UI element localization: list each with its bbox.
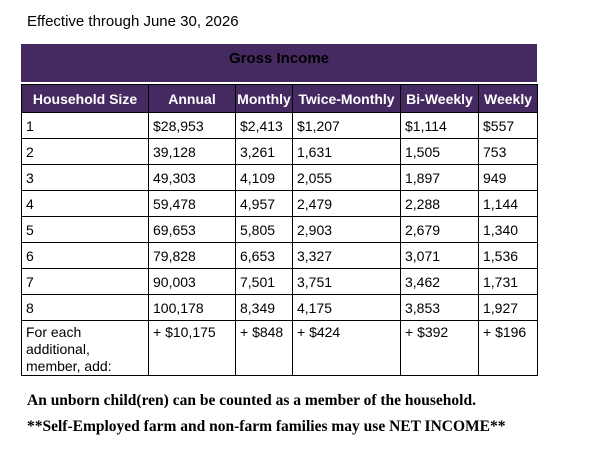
table-row: 3 49,303 4,109 2,055 1,897 949 [21, 164, 538, 191]
table-cell: + $196 [478, 320, 538, 376]
table-row: 7 90,003 7,501 3,751 3,462 1,731 [21, 268, 538, 295]
table-cell: 2,679 [400, 216, 479, 243]
table-row: 4 59,478 4,957 2,479 2,288 1,144 [21, 190, 538, 217]
table-row: 1 $28,953 $2,413 $1,207 $1,114 $557 [21, 112, 538, 139]
table-cell: 4,175 [292, 294, 401, 321]
table-cell: 1,631 [292, 138, 401, 165]
table-cell: + $10,175 [148, 320, 236, 376]
table-cell: 59,478 [148, 190, 236, 217]
table-cell: 7,501 [235, 268, 293, 295]
table-cell: 1,144 [478, 190, 538, 217]
table-cell: 8 [21, 294, 149, 321]
table-cell: $557 [478, 112, 538, 139]
table-cell: 4,109 [235, 164, 293, 191]
table-cell: $1,207 [292, 112, 401, 139]
table-cell: 2,903 [292, 216, 401, 243]
table-cell: 39,128 [148, 138, 236, 165]
table-cell: 90,003 [148, 268, 236, 295]
column-header: Monthly [235, 84, 293, 113]
table-cell: 3,462 [400, 268, 479, 295]
gross-income-table: Household Size Annual Monthly Twice-Monthly… [21, 84, 538, 376]
table-row: 6 79,828 6,653 3,327 3,071 1,536 [21, 242, 538, 269]
table-cell: 3,751 [292, 268, 401, 295]
table-cell: 1,731 [478, 268, 538, 295]
table-cell: 2,479 [292, 190, 401, 217]
table-cell: 100,178 [148, 294, 236, 321]
column-header: Annual [148, 84, 236, 113]
table-cell: 1 [21, 112, 149, 139]
table-cell: + $848 [235, 320, 293, 376]
table-cell: 5,805 [235, 216, 293, 243]
gross-income-banner: Gross Income [21, 44, 537, 82]
table-cell: 1,897 [400, 164, 479, 191]
table-cell: 8,349 [235, 294, 293, 321]
table-cell: 5 [21, 216, 149, 243]
table-cell: $2,413 [235, 112, 293, 139]
table-cell: 6,653 [235, 242, 293, 269]
table-row: For each additional, member, add: + $10,1… [21, 320, 538, 376]
table-cell: 3 [21, 164, 149, 191]
table-cell: 1,927 [478, 294, 538, 321]
table-cell: $28,953 [148, 112, 236, 139]
column-header: Weekly [478, 84, 538, 113]
table-row: 8 100,178 8,349 4,175 3,853 1,927 [21, 294, 538, 321]
table-cell: + $392 [400, 320, 479, 376]
column-header: Bi-Weekly [400, 84, 479, 113]
table-cell: 6 [21, 242, 149, 269]
table-cell: 4 [21, 190, 149, 217]
table-cell: 2,055 [292, 164, 401, 191]
table-cell: 4,957 [235, 190, 293, 217]
table-cell: 3,853 [400, 294, 479, 321]
table-header: Household Size Annual Monthly Twice-Monthly… [21, 84, 538, 113]
table-cell: $1,114 [400, 112, 479, 139]
table-cell: 1,536 [478, 242, 538, 269]
table-cell: 49,303 [148, 164, 236, 191]
table-cell: 7 [21, 268, 149, 295]
table-cell: 3,261 [235, 138, 293, 165]
table-cell: 753 [478, 138, 538, 165]
self-employed-note: **Self-Employed farm and non-farm famili… [27, 418, 506, 435]
column-header: Household Size [21, 84, 149, 113]
table-row: 5 69,653 5,805 2,903 2,679 1,340 [21, 216, 538, 243]
effective-date-title: Effective through June 30, 2026 [27, 13, 239, 30]
table-cell: 1,505 [400, 138, 479, 165]
column-header: Twice-Monthly [292, 84, 401, 113]
table-cell: 69,653 [148, 216, 236, 243]
table-body: 1 $28,953 $2,413 $1,207 $1,114 $557 2 39,128 3,2… [21, 112, 538, 376]
table-cell: 2,288 [400, 190, 479, 217]
unborn-child-note: An unborn child(ren) can be counted as a… [27, 392, 476, 409]
table-cell: 79,828 [148, 242, 236, 269]
table-cell: For each additional, member, add: [21, 320, 149, 376]
table-cell: + $424 [292, 320, 401, 376]
table-header-row: Household Size Annual Monthly Twice-Monthly… [21, 84, 538, 113]
table-cell: 1,340 [478, 216, 538, 243]
table-row: 2 39,128 3,261 1,631 1,505 753 [21, 138, 538, 165]
table-cell: 3,327 [292, 242, 401, 269]
table-cell: 2 [21, 138, 149, 165]
table-cell: 3,071 [400, 242, 479, 269]
table-cell: 949 [478, 164, 538, 191]
